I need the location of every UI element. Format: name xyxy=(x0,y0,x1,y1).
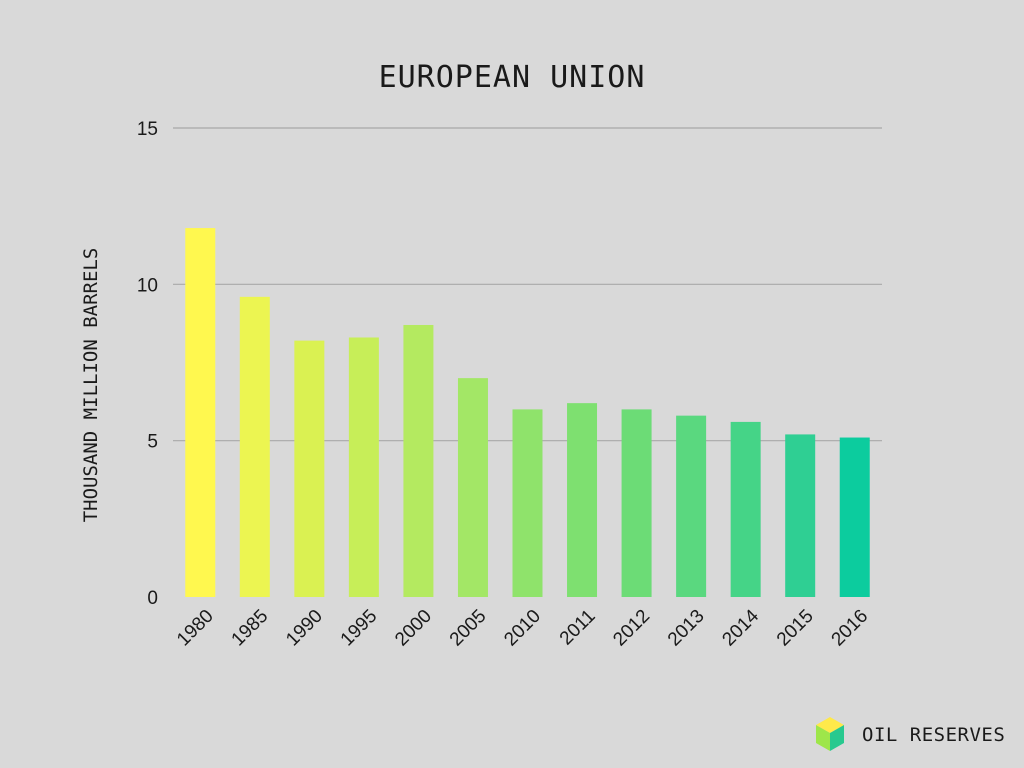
x-tick-label-2012: 2012 xyxy=(609,606,654,651)
bar-2011 xyxy=(567,403,598,597)
bar-2015 xyxy=(785,434,816,597)
branding: OIL RESERVES xyxy=(816,717,1005,751)
x-tick-label-2013: 2013 xyxy=(664,606,709,651)
x-tick-label-1980: 1980 xyxy=(173,606,218,651)
chart-title: EUROPEAN UNION xyxy=(379,60,646,95)
bar-2005 xyxy=(457,378,488,597)
bar-1980 xyxy=(185,228,216,597)
x-tick-label-2010: 2010 xyxy=(500,606,545,651)
bar-2014 xyxy=(730,421,761,597)
bar-2000 xyxy=(403,324,434,597)
cube-icon xyxy=(816,717,844,751)
y-tick-labels: 0 5 10 15 xyxy=(137,119,158,609)
x-tick-label-2014: 2014 xyxy=(718,605,763,650)
x-tick-label-1990: 1990 xyxy=(282,606,327,651)
bar-2012 xyxy=(621,409,652,597)
bar-1985 xyxy=(239,296,270,597)
cube-icon-left xyxy=(816,725,830,751)
y-tick-label: 10 xyxy=(137,275,158,296)
brand-label: OIL RESERVES xyxy=(862,724,1005,746)
x-tick-label-2005: 2005 xyxy=(446,606,491,651)
x-tick-label-1995: 1995 xyxy=(337,606,382,651)
y-tick-label: 0 xyxy=(147,588,158,609)
bars xyxy=(185,228,870,597)
bar-2016 xyxy=(839,437,870,597)
x-tick-label-2011: 2011 xyxy=(556,606,600,650)
y-axis-label: THOUSAND MILLION BARRELS xyxy=(80,248,102,523)
cube-icon-right xyxy=(830,725,844,751)
y-tick-label: 5 xyxy=(147,432,158,453)
x-tick-label-2016: 2016 xyxy=(828,606,873,651)
x-tick-labels: 1980 1985 1990 1995 2000 2005 2010 2011 2012 2013… xyxy=(173,605,872,650)
bar-1995 xyxy=(348,337,379,597)
x-tick-label-1985: 1985 xyxy=(228,606,273,651)
bar-2010 xyxy=(512,409,543,597)
x-tick-label-2015: 2015 xyxy=(773,606,818,651)
y-tick-label: 15 xyxy=(137,119,158,140)
bar-2013 xyxy=(676,415,707,597)
gridlines xyxy=(173,127,882,442)
x-tick-label-2000: 2000 xyxy=(391,606,436,651)
bar-1990 xyxy=(294,340,325,597)
